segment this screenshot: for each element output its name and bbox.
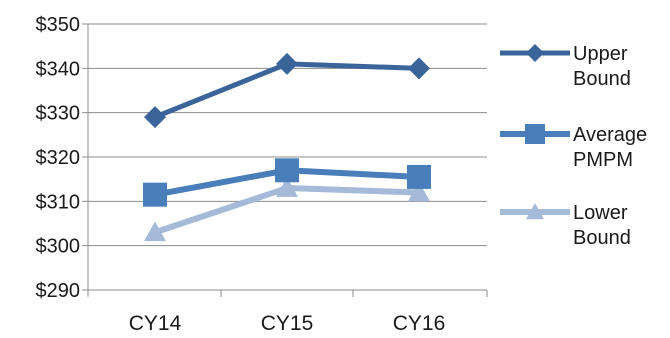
legend-marker <box>526 44 544 62</box>
x-tick-label: CY15 <box>261 312 314 333</box>
series <box>143 52 431 242</box>
x-tick-label: CY14 <box>129 312 182 333</box>
data-point <box>408 57 430 80</box>
series-2 <box>144 177 430 242</box>
data-point <box>144 106 166 129</box>
legend-label: Lower <box>573 202 628 224</box>
legend-marker <box>526 203 544 220</box>
legend: Upper Bound Average PMPM Lower Bound <box>500 43 647 249</box>
data-point <box>144 221 166 242</box>
y-tick-label: $330 <box>36 103 81 125</box>
y-tick-label: $320 <box>36 147 81 169</box>
axes: $290 $300 $310 $320 $330 $340 $350 CY14 CY15 CY16 <box>36 14 488 335</box>
data-point <box>276 52 298 75</box>
legend-marker <box>525 124 545 144</box>
series-1 <box>143 158 431 207</box>
legend-label: Upper <box>573 43 628 65</box>
legend-item: Average PMPM <box>500 124 647 171</box>
y-tick-label: $290 <box>36 280 81 302</box>
data-point <box>408 181 430 202</box>
legend-item: Upper Bound <box>500 43 631 90</box>
data-point <box>143 182 167 207</box>
legend-label: Bound <box>573 68 631 90</box>
x-tick-label: CY16 <box>393 312 446 333</box>
legend-label: Bound <box>573 227 631 249</box>
data-point <box>276 177 298 197</box>
y-tick-label: $350 <box>36 14 81 36</box>
legend-item: Lower Bound <box>500 202 631 249</box>
y-tick-label: $300 <box>36 236 81 258</box>
data-point <box>407 164 431 189</box>
legend-label: PMPM <box>573 149 633 171</box>
data-point <box>275 158 299 183</box>
series-0 <box>144 52 430 129</box>
y-tick-label: $340 <box>36 58 81 80</box>
legend-label: Average <box>573 124 647 146</box>
y-tick-label: $310 <box>36 191 81 213</box>
